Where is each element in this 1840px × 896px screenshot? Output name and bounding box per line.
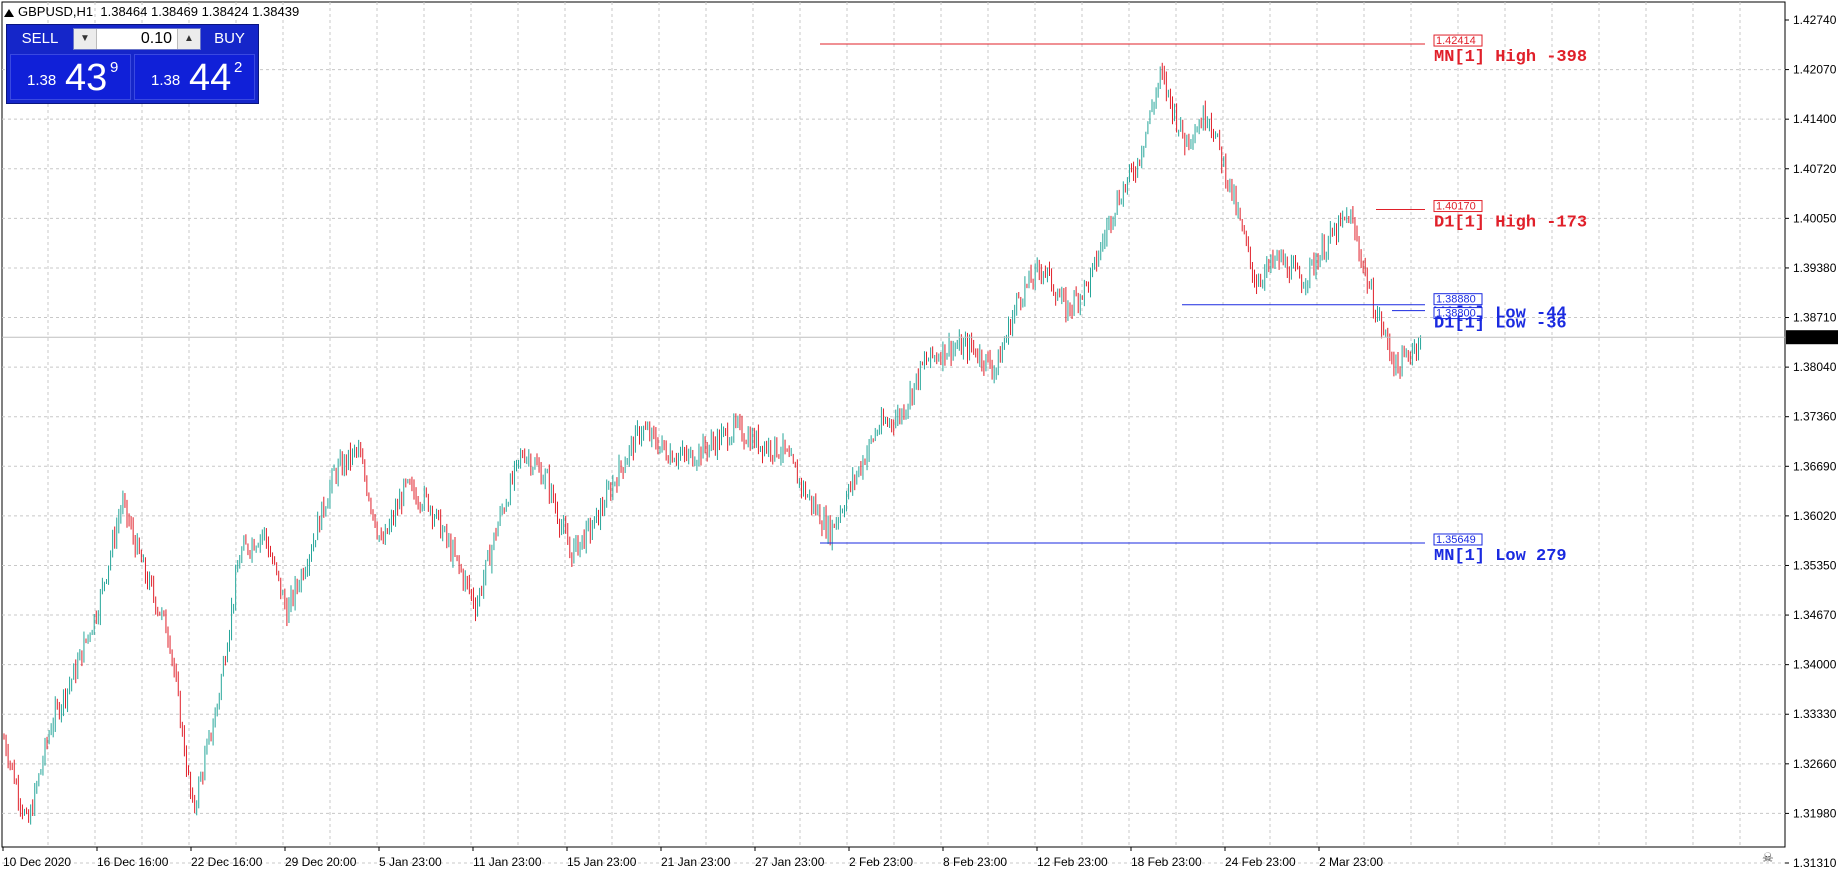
price-tick-label: 1.40050 bbox=[1793, 211, 1837, 225]
level-price-tag bbox=[1433, 307, 1483, 320]
level-label: MN[1] Low 279 bbox=[1434, 547, 1567, 566]
sell-price-prefix: 1.38 bbox=[27, 72, 57, 89]
time-axis: 10 Dec 2020 16 Dec 16:00 22 Dec 16:00 29 De… bbox=[2, 847, 1383, 869]
level-label: MN[1] High -398 bbox=[1434, 48, 1587, 67]
level-label: D1[1] Low -36 bbox=[1434, 315, 1567, 334]
buy-price-button[interactable]: 1.38 44 2 bbox=[134, 54, 255, 100]
time-tick-label: 22 Dec 16:00 bbox=[191, 855, 263, 869]
price-tick-label: 1.31310 bbox=[1793, 856, 1837, 870]
price-tick-label: 1.38710 bbox=[1793, 311, 1837, 325]
price-axis: 1.42740 1.42070 1.41400 1.40720 1.40050 1.393… bbox=[1762, 13, 1838, 870]
buy-price-pip: 2 bbox=[234, 59, 243, 76]
collapse-arrow-icon[interactable] bbox=[4, 8, 14, 17]
time-tick-label: 5 Jan 23:00 bbox=[379, 855, 442, 869]
lot-increase-arrow-icon[interactable]: ▲ bbox=[177, 29, 200, 49]
price-tick-label: 1.37360 bbox=[1793, 410, 1837, 424]
sell-price-main: 43 bbox=[65, 57, 108, 99]
buy-price-main: 44 bbox=[189, 57, 232, 99]
level-price-tag bbox=[1433, 34, 1483, 47]
price-tick-label: 1.42070 bbox=[1793, 63, 1837, 77]
price-tick-label: 1.34670 bbox=[1793, 608, 1837, 622]
time-tick-label: 10 Dec 2020 bbox=[3, 855, 71, 869]
sell-price-pip: 9 bbox=[110, 59, 119, 76]
time-tick-label: 2 Feb 23:00 bbox=[849, 855, 913, 869]
time-tick-label: 2 Mar 23:00 bbox=[1319, 855, 1383, 869]
price-tick-label: 1.36020 bbox=[1793, 509, 1837, 523]
time-tick-label: 18 Feb 23:00 bbox=[1131, 855, 1202, 869]
symbol-label: GBPUSD,H1 bbox=[18, 4, 94, 19]
level-price-tag-text: 1.38880 bbox=[1436, 294, 1476, 306]
level-label: D1[1] High -173 bbox=[1434, 214, 1587, 233]
buy-button[interactable]: BUY bbox=[214, 30, 245, 47]
price-tick-label: 1.35350 bbox=[1793, 558, 1837, 572]
price-tick-label: 1.39380 bbox=[1793, 261, 1837, 275]
one-click-trading-panel: SELL ▼ ▲ BUY 1.38 43 9 1.38 44 2 bbox=[6, 24, 259, 104]
price-tick-label: 1.38040 bbox=[1793, 360, 1837, 374]
current-price-text: 1.38439 bbox=[1789, 330, 1833, 344]
level-price-tag-text: 1.42414 bbox=[1436, 35, 1476, 47]
level-price-tag bbox=[1433, 533, 1483, 546]
price-tick-label: 1.40720 bbox=[1793, 162, 1837, 176]
time-tick-label: 16 Dec 16:00 bbox=[97, 855, 169, 869]
time-tick-label: 12 Feb 23:00 bbox=[1037, 855, 1108, 869]
price-tick-label: 1.31980 bbox=[1793, 806, 1837, 820]
price-tick-label: 1.33330 bbox=[1793, 707, 1837, 721]
buy-price-prefix: 1.38 bbox=[151, 72, 181, 89]
time-tick-label: 15 Jan 23:00 bbox=[567, 855, 637, 869]
level-price-tag-text: 1.38800 bbox=[1436, 308, 1476, 320]
lot-decrease-arrow-icon[interactable]: ▼ bbox=[74, 29, 97, 49]
level-price-tag bbox=[1433, 293, 1483, 306]
sell-button[interactable]: SELL bbox=[21, 30, 59, 47]
lot-size-control: ▼ ▲ bbox=[73, 28, 201, 50]
candlestick-series bbox=[3, 62, 1422, 825]
lot-size-input[interactable] bbox=[96, 29, 176, 49]
sell-price-button[interactable]: 1.38 43 9 bbox=[10, 54, 131, 100]
current-price-label bbox=[1786, 330, 1838, 345]
level-price-tag-text: 1.35649 bbox=[1436, 534, 1476, 546]
symbol-info: GBPUSD,H1 1.38464 1.38469 1.38424 1.3843… bbox=[4, 4, 299, 19]
time-tick-label: 21 Jan 23:00 bbox=[661, 855, 731, 869]
skull-icon: ☠ bbox=[1762, 851, 1774, 866]
price-tick-label: 1.32660 bbox=[1793, 757, 1837, 771]
chart-grid bbox=[1, 1, 1786, 864]
time-tick-label: 11 Jan 23:00 bbox=[473, 855, 542, 869]
price-tick-label: 1.34000 bbox=[1793, 658, 1837, 672]
time-tick-label: 24 Feb 23:00 bbox=[1225, 855, 1296, 869]
price-tick-label: 1.41400 bbox=[1793, 112, 1837, 126]
time-tick-label: 27 Jan 23:00 bbox=[755, 855, 825, 869]
ohlc-values: 1.38464 1.38469 1.38424 1.38439 bbox=[100, 4, 300, 19]
price-tick-label: 1.36690 bbox=[1793, 459, 1837, 473]
time-tick-label: 29 Dec 20:00 bbox=[285, 855, 357, 869]
level-price-tag bbox=[1433, 200, 1483, 213]
time-tick-label: 8 Feb 23:00 bbox=[943, 855, 1007, 869]
level-price-tag-text: 1.40170 bbox=[1436, 201, 1476, 213]
price-tick-label: 1.42740 bbox=[1793, 13, 1837, 27]
